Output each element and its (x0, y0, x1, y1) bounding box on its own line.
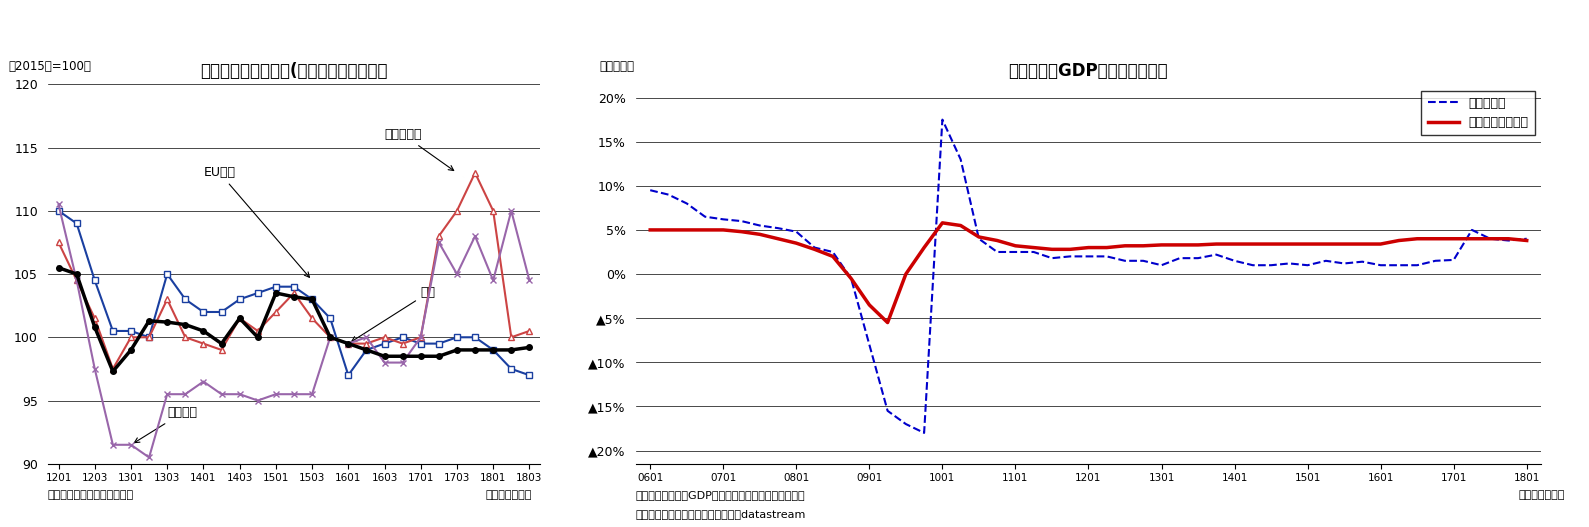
Text: （2015年=100）: （2015年=100） (8, 60, 91, 73)
Text: EU向け: EU向け (203, 166, 310, 277)
Text: （資料）財務省「貿易統計」: （資料）財務省「貿易統計」 (48, 490, 133, 500)
Title: 世界の実質GDPと貿易量の関係: 世界の実質GDPと貿易量の関係 (1009, 62, 1168, 80)
Text: アジア向け: アジア向け (385, 128, 454, 171)
Text: 全体: 全体 (351, 286, 435, 341)
Title: 地域別輸出数量指数(季節調整値）の推移: 地域別輸出数量指数(季節調整値）の推移 (200, 62, 388, 80)
Text: 米国向け: 米国向け (135, 406, 197, 443)
Text: （年・四半期）: （年・四半期） (1519, 490, 1565, 500)
Text: （年・四半期）: （年・四半期） (486, 490, 532, 500)
Legend: 世界貿易量, 世界の実質ＧＤＰ: 世界貿易量, 世界の実質ＧＤＰ (1421, 91, 1535, 135)
Text: （注）世界の実質GDPはニッセイ基礎研究所の試算値: （注）世界の実質GDPはニッセイ基礎研究所の試算値 (636, 490, 806, 500)
Text: （出所）オランダ経済政策分析局、datastream: （出所）オランダ経済政策分析局、datastream (636, 509, 806, 519)
Text: （前年比）: （前年比） (599, 60, 634, 73)
